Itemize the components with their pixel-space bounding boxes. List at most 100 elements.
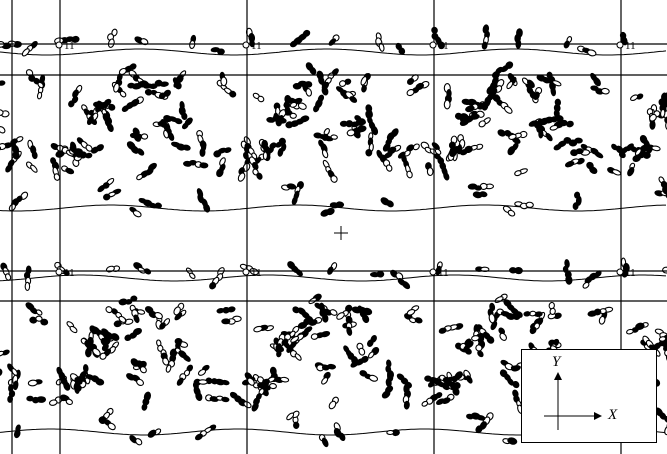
molecule bbox=[23, 265, 32, 292]
molecule bbox=[129, 206, 142, 218]
molecule bbox=[521, 77, 535, 89]
molecule bbox=[478, 117, 491, 128]
molecule bbox=[313, 94, 325, 113]
molecule bbox=[289, 29, 311, 48]
molecule bbox=[60, 394, 73, 406]
molecule bbox=[335, 86, 358, 103]
molecule bbox=[8, 191, 29, 212]
origin-marker-icon bbox=[616, 268, 624, 276]
cell-label: 11 bbox=[64, 40, 75, 52]
molecule bbox=[397, 143, 420, 159]
molecule bbox=[253, 324, 275, 333]
molecule bbox=[626, 322, 649, 335]
cell-label: 11 bbox=[251, 40, 262, 52]
molecule bbox=[654, 407, 667, 423]
molecule bbox=[563, 137, 583, 147]
molecule bbox=[327, 262, 338, 275]
molecule bbox=[438, 323, 464, 334]
molecule bbox=[173, 70, 187, 88]
molecule bbox=[141, 391, 151, 411]
molecule bbox=[73, 371, 87, 390]
molecule bbox=[386, 429, 400, 437]
molecule bbox=[467, 182, 495, 191]
molecule bbox=[351, 306, 373, 316]
molecule bbox=[210, 47, 225, 55]
molecule bbox=[138, 197, 162, 209]
molecule bbox=[319, 302, 329, 323]
molecule bbox=[590, 72, 601, 87]
molecule bbox=[346, 125, 367, 137]
molecule bbox=[508, 130, 528, 140]
molecule bbox=[365, 132, 374, 157]
molecule bbox=[634, 144, 648, 156]
molecule bbox=[369, 270, 385, 278]
molecule bbox=[487, 302, 496, 324]
molecule bbox=[261, 139, 271, 161]
molecule-clusters bbox=[0, 24, 667, 448]
molecule bbox=[283, 341, 302, 361]
molecule bbox=[475, 344, 484, 358]
y-arrow-icon bbox=[554, 372, 562, 380]
molecule bbox=[586, 161, 598, 175]
axes-orientation-legend: Y X bbox=[521, 349, 657, 443]
molecule bbox=[607, 167, 622, 176]
molecule bbox=[160, 119, 171, 139]
molecule bbox=[590, 85, 610, 95]
molecule bbox=[285, 115, 310, 129]
molecule bbox=[287, 261, 303, 277]
molecule bbox=[29, 315, 49, 326]
molecule bbox=[376, 149, 393, 172]
molecule bbox=[277, 137, 287, 157]
molecule bbox=[229, 391, 252, 409]
molecule bbox=[662, 266, 667, 274]
molecule bbox=[21, 40, 38, 57]
molecule bbox=[159, 318, 171, 330]
molecule bbox=[359, 370, 379, 382]
molecule bbox=[292, 415, 300, 429]
molecule bbox=[248, 156, 263, 180]
molecule bbox=[126, 373, 144, 387]
molecule bbox=[216, 306, 236, 314]
molecule bbox=[381, 385, 394, 399]
cell-label: 11 bbox=[438, 40, 449, 52]
molecule bbox=[103, 188, 122, 201]
molecule bbox=[630, 93, 644, 102]
molecule bbox=[582, 270, 602, 289]
molecule bbox=[133, 262, 152, 275]
origin-marker-icon bbox=[429, 268, 437, 276]
molecule bbox=[658, 176, 667, 195]
layer-boundary-line bbox=[0, 274, 667, 282]
crosshair-cursor-icon bbox=[334, 226, 348, 240]
molecule bbox=[171, 141, 191, 151]
molecule bbox=[297, 317, 323, 329]
molecule bbox=[383, 144, 402, 159]
molecule bbox=[0, 123, 6, 134]
molecule bbox=[130, 358, 147, 374]
molecule bbox=[547, 312, 562, 320]
molecule bbox=[89, 325, 109, 347]
molecule bbox=[305, 62, 317, 75]
molecule bbox=[380, 197, 394, 208]
molecule bbox=[548, 301, 556, 315]
molecule bbox=[328, 396, 339, 410]
molecule bbox=[27, 379, 43, 387]
molecule bbox=[69, 145, 82, 158]
molecule bbox=[118, 63, 137, 75]
molecule bbox=[99, 341, 120, 360]
molecule bbox=[466, 412, 486, 421]
molecule bbox=[176, 364, 194, 386]
molecule bbox=[472, 191, 488, 199]
molecule bbox=[197, 364, 210, 376]
molecule bbox=[181, 117, 193, 130]
molecule bbox=[124, 327, 142, 342]
molecule bbox=[627, 162, 636, 177]
molecule bbox=[438, 374, 461, 390]
molecule bbox=[577, 45, 597, 57]
molecule bbox=[449, 145, 461, 158]
molecule bbox=[256, 376, 269, 387]
molecule bbox=[322, 159, 338, 183]
molecule bbox=[512, 389, 524, 414]
molecule bbox=[564, 157, 585, 168]
molecule bbox=[367, 335, 377, 347]
cell-label: 11 bbox=[251, 267, 262, 279]
